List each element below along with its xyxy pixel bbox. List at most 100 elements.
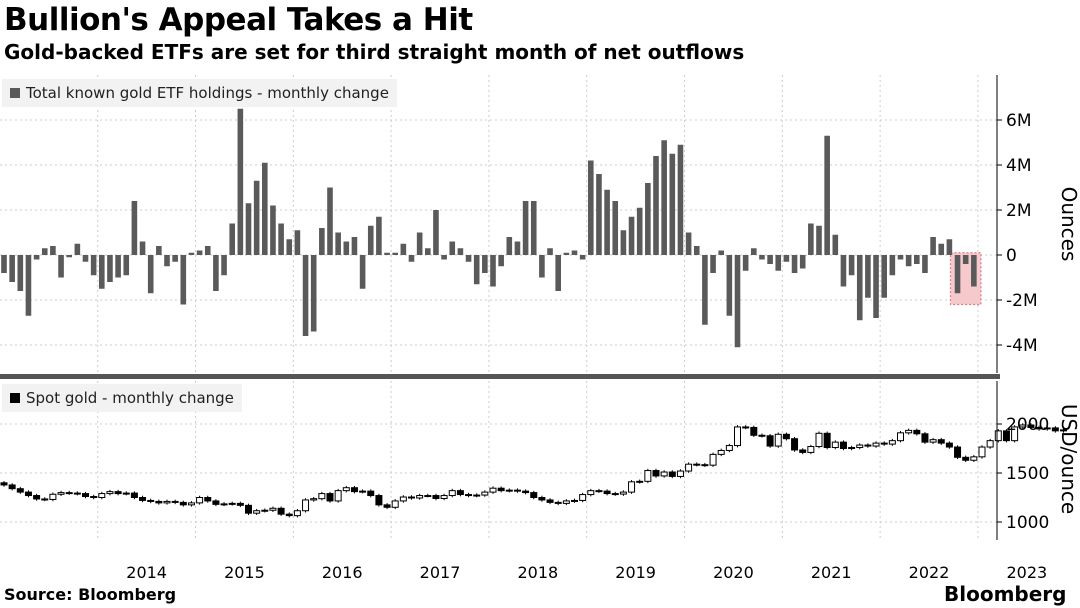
candle-body [212,500,220,505]
candle-body [880,442,888,445]
etf-bar [971,255,977,287]
etf-bar [873,255,879,318]
candle-body [929,439,937,443]
etf-bar [628,216,635,255]
etf-bar [335,232,341,255]
etf-bar [734,255,741,348]
candle-body [73,492,81,495]
etf-bar [751,248,757,255]
chart-title: Bullion's Appeal Takes a Hit [4,2,473,38]
etf-bar [571,250,578,255]
bloomberg-logo: Bloomberg [944,582,1067,606]
candle-body [628,481,636,493]
candle-body [856,444,864,449]
x-tick-label: 2016 [322,563,363,582]
top-y-tick-label: -2M [1006,291,1038,311]
candle-body [758,434,766,437]
candle-body [750,426,758,436]
x-tick-label: 2019 [615,563,656,582]
candle-body [269,507,277,511]
candle-body [644,470,652,482]
etf-bar [498,255,504,267]
candle-body [734,426,741,447]
candle-body [391,500,399,508]
candle-body [334,490,342,502]
candle-body [505,489,513,492]
bottom-y-tick-label: 1500 [1006,464,1049,484]
x-tick-label: 2017 [420,563,461,582]
etf-bar [319,228,325,255]
candle-body [187,502,195,506]
candle-body [253,510,261,514]
etf-bar [677,144,684,255]
candle-body [196,497,204,504]
candle-body [962,456,970,461]
candle-body [326,493,334,502]
etf-bar [799,255,806,269]
etf-bar [441,255,447,260]
candle-body [163,500,171,504]
candle-body [986,440,994,448]
candle-body [1051,427,1059,432]
etf-bar [90,255,97,276]
candle-body [782,433,790,440]
etf-bar [514,241,521,255]
candle-body [636,480,644,483]
etf-bar [612,201,619,255]
candle-body [693,463,701,466]
etf-bar [351,237,358,255]
etf-bar [115,255,121,278]
etf-bar [905,255,912,267]
candle-body [579,494,587,501]
x-tick-label: 2023 [1006,563,1047,582]
etf-bar [188,252,195,255]
etf-bar [425,248,431,255]
candle-body [16,488,24,493]
etf-bar [530,201,537,255]
etf-bar [262,162,268,255]
candle-body [440,495,448,499]
candle-body [970,456,978,461]
etf-bar [848,255,855,276]
candle-body [652,470,660,477]
candle-body [114,491,122,495]
candle-body [1019,424,1027,428]
x-tick-label: 2020 [713,563,754,582]
etf-bar [131,201,138,255]
candle-body [33,495,41,500]
panel-divider [0,374,1000,379]
etf-bar [555,255,561,291]
candle-body [277,507,285,515]
candle-body [701,464,709,467]
etf-bar [840,255,847,287]
candle-body [399,496,407,502]
candle-body [359,490,367,493]
candle-body [831,441,839,449]
etf-bar [506,237,513,255]
etf-bar [433,210,439,255]
etf-bar [930,237,936,255]
etf-bar [408,255,415,262]
candle-body [424,495,432,498]
candle-body [717,449,725,455]
etf-bar [824,135,830,255]
candle-body [367,490,375,497]
etf-bar [66,255,72,258]
candle-body [685,463,693,472]
candle-body [913,429,921,435]
candle-body [8,484,16,490]
candle-body [937,439,945,444]
x-tick-label: 2014 [126,563,167,582]
candle-body [41,498,49,501]
candle-body [807,446,815,453]
etf-bar [620,230,627,255]
etf-bar [449,241,456,255]
etf-bar [962,255,969,264]
candle-body [1002,430,1010,442]
candle-body [245,504,252,514]
legend-spot-gold-swatch [10,393,20,403]
etf-bar [856,255,863,321]
etf-bar [889,255,896,276]
candle-body [293,510,301,517]
